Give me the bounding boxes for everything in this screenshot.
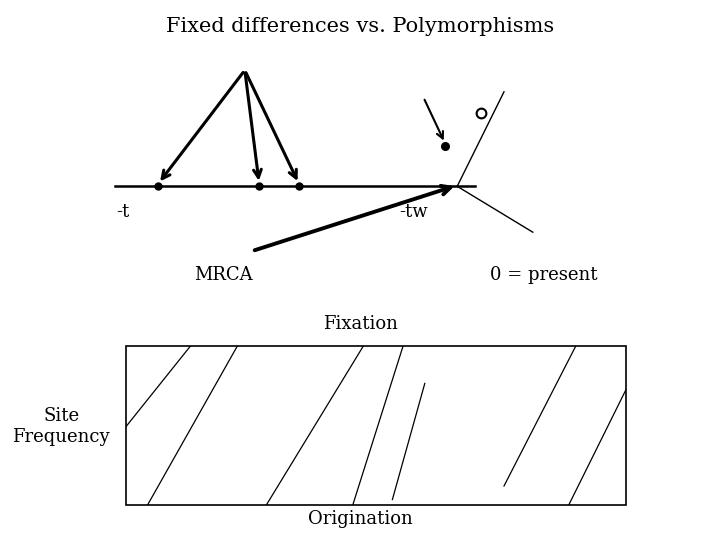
Bar [126,346,626,505]
Text: Origination: Origination [307,510,413,528]
Text: Fixation: Fixation [323,315,397,333]
Text: 0 = present: 0 = present [490,266,597,285]
Text: -t: -t [117,203,130,221]
Text: MRCA: MRCA [194,266,253,285]
Text: Fixed differences vs. Polymorphisms: Fixed differences vs. Polymorphisms [166,17,554,37]
Text: -tw: -tw [400,203,428,221]
Text: Site
Frequency: Site Frequency [12,407,110,446]
